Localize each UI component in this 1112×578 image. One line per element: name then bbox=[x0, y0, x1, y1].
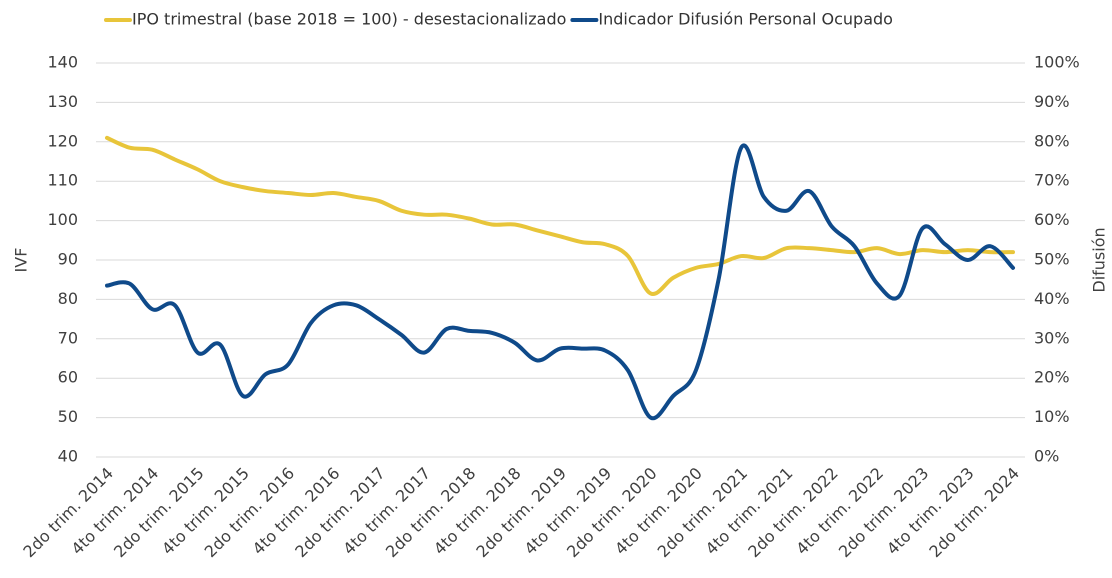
series-line bbox=[105, 143, 1015, 421]
y-tick-label: 50 bbox=[58, 407, 78, 426]
y-tick-label: 100 bbox=[47, 210, 78, 229]
y-tick-label: 130 bbox=[47, 92, 78, 111]
legend-label: Indicador Difusión Personal Ocupado bbox=[598, 10, 893, 29]
y2-tick-label: 70% bbox=[1034, 171, 1070, 190]
y-tick-label: 140 bbox=[47, 53, 78, 72]
y-tick-label: 110 bbox=[47, 171, 78, 190]
y-tick-label: 40 bbox=[58, 447, 78, 466]
legend-label: IPO trimestral (base 2018 = 100) - deses… bbox=[132, 10, 566, 29]
y2-tick-label: 30% bbox=[1034, 328, 1070, 347]
y2-tick-label: 90% bbox=[1034, 92, 1070, 111]
y-tick-label: 70 bbox=[58, 328, 78, 347]
y-tick-label: 80 bbox=[58, 289, 78, 308]
y2-tick-label: 10% bbox=[1034, 407, 1070, 426]
y2-tick-label: 50% bbox=[1034, 250, 1070, 269]
series-line bbox=[105, 135, 1015, 296]
y-tick-label: 60 bbox=[58, 368, 78, 387]
y2-tick-label: 100% bbox=[1034, 53, 1080, 72]
y2-tick-label: 20% bbox=[1034, 368, 1070, 387]
y2-tick-label: 80% bbox=[1034, 131, 1070, 150]
y2-axis-label: Difusión bbox=[1090, 227, 1109, 292]
y-axis-label: IVF bbox=[12, 248, 31, 273]
y-tick-label: 90 bbox=[58, 250, 78, 269]
y-tick-label: 120 bbox=[47, 131, 78, 150]
y2-tick-label: 0% bbox=[1034, 447, 1059, 466]
y2-tick-label: 60% bbox=[1034, 210, 1070, 229]
y2-tick-label: 40% bbox=[1034, 289, 1070, 308]
